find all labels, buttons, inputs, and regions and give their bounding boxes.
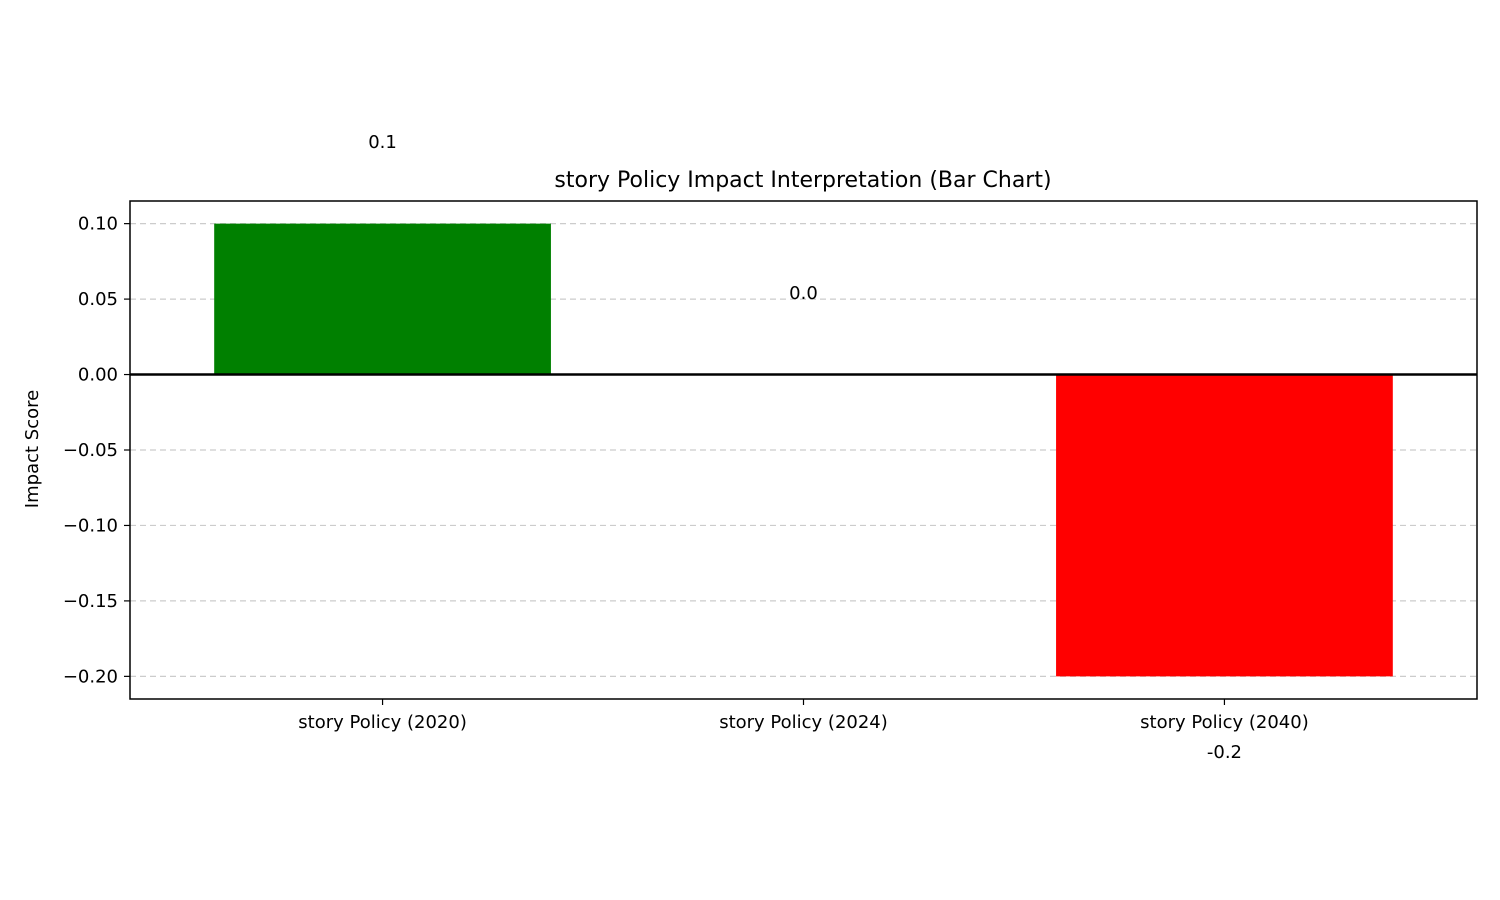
x-tick-label: story Policy (2024) [719, 712, 888, 733]
x-tick-label: story Policy (2040) [1140, 712, 1309, 733]
value-label: 0.1 [368, 132, 397, 153]
value-labels: 0.1 0.0 -0.2 [368, 132, 1242, 763]
y-tick-label: −0.20 [63, 666, 118, 687]
x-ticks: story Policy (2020) story Policy (2024) st… [298, 699, 1309, 733]
plot-frame [129, 200, 1478, 700]
y-ticks: 0.10 0.05 0.00 −0.05 −0.10 −0.15 −0.20 [63, 214, 130, 687]
bars [130, 223, 1477, 677]
y-tick-label: 0.05 [78, 289, 118, 310]
y-axis-label: Impact Score [22, 390, 43, 508]
y-tick-label: 0.10 [78, 214, 118, 235]
bar [214, 223, 551, 375]
chart-title: story Policy Impact Interpretation (Bar … [554, 168, 1051, 193]
value-label: 0.0 [789, 283, 818, 304]
x-tick-label: story Policy (2020) [298, 712, 467, 733]
bar [1056, 374, 1393, 677]
y-tick-label: −0.15 [63, 591, 118, 612]
value-label: -0.2 [1207, 742, 1242, 763]
y-tick-label: −0.10 [63, 515, 118, 536]
y-tick-label: 0.00 [78, 365, 118, 386]
y-tick-label: −0.05 [63, 440, 118, 461]
